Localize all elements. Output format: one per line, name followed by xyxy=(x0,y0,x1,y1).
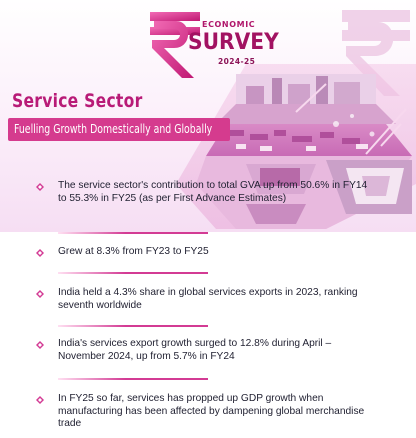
point-2-text: Grew at 8.3% from FY23 to FY25 xyxy=(58,246,209,257)
page-title: Service Sector xyxy=(12,90,143,112)
diamond-bullet-icon xyxy=(36,396,44,404)
logo-survey-text: SURVEY xyxy=(188,30,279,55)
economic-survey-logo: ECONOMIC SURVEY 2024-25 xyxy=(148,8,279,88)
divider-3 xyxy=(58,325,208,327)
point-5-text: In FY25 so far, services has propped up … xyxy=(58,393,365,429)
logo-economic-text: ECONOMIC xyxy=(202,20,256,29)
logo-year-text: 2024-25 xyxy=(218,57,256,66)
divider-4 xyxy=(58,378,208,380)
diamond-bullet-icon xyxy=(36,341,44,349)
divider-2 xyxy=(58,272,208,274)
divider-1 xyxy=(58,232,208,234)
services-collage-image xyxy=(176,64,416,229)
point-1-text: The service sector's contribution to tot… xyxy=(58,180,368,204)
rupee-icon xyxy=(150,12,200,78)
point-3-text: India held a 4.3% share in global servic… xyxy=(58,287,358,311)
diamond-bullet-icon xyxy=(36,183,44,191)
page-subtitle: Fuelling Growth Domestically and Globall… xyxy=(14,122,213,136)
subtitle-band xyxy=(8,118,230,141)
point-4-text: India's services export growth surged to… xyxy=(58,338,332,362)
diamond-bullet-icon xyxy=(36,290,44,298)
diamond-bullet-icon xyxy=(36,249,44,257)
faded-rupee-icon xyxy=(342,10,410,96)
